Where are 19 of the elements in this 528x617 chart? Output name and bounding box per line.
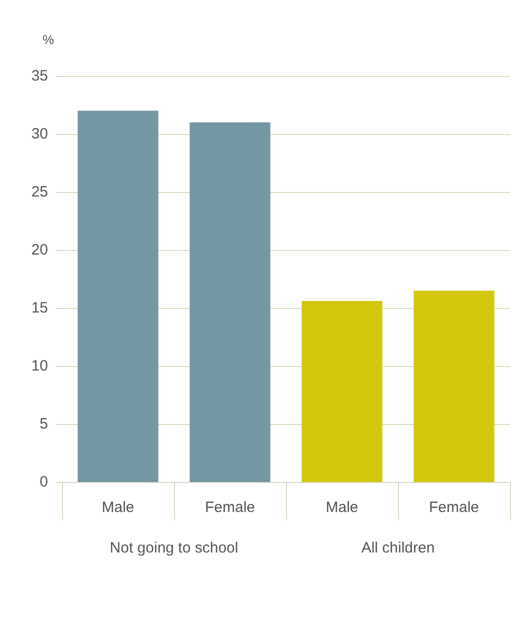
y-tick-label: 35 — [31, 68, 48, 84]
y-tick-label: 25 — [31, 184, 48, 200]
y-tick-label: 20 — [31, 242, 48, 258]
y-tick-label: 30 — [31, 126, 48, 142]
bar — [78, 110, 158, 482]
bar — [190, 122, 270, 482]
x-tick-label: Male — [102, 499, 134, 516]
y-tick-label: 15 — [31, 300, 48, 316]
y-tick-label: 10 — [31, 358, 48, 374]
bar — [414, 290, 494, 482]
y-tick-label: 0 — [40, 474, 48, 490]
text: Not going to school — [110, 540, 238, 556]
bar — [302, 301, 382, 482]
x-tick-label: Female — [428, 499, 480, 516]
y-axis-title: % — [42, 32, 54, 47]
y-tick-label: 5 — [40, 416, 48, 432]
x-tick-label: Male — [326, 499, 358, 516]
text: All children — [361, 540, 435, 556]
x-tick-label: Female — [204, 499, 256, 516]
